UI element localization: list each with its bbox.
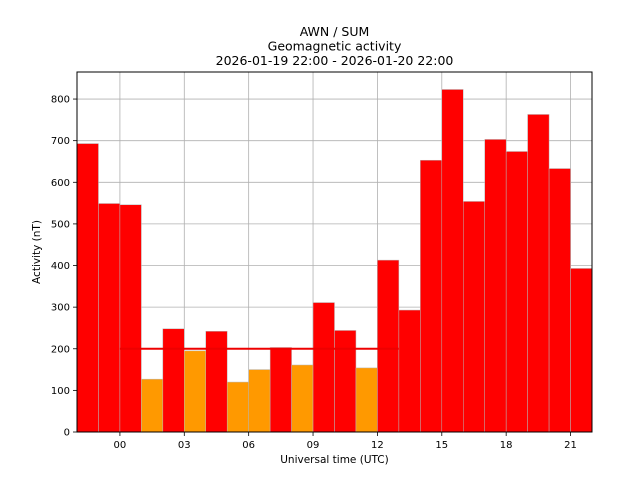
x-tick-label-1: 03 <box>178 440 191 451</box>
x-tick-label-3: 09 <box>307 440 320 451</box>
x-tick-label-6: 18 <box>500 440 513 451</box>
y-tick-label-3: 300 <box>51 303 70 314</box>
bar-17 <box>441 89 464 433</box>
bar-3 <box>141 378 164 433</box>
bar-7 <box>226 381 249 433</box>
x-axis-ticks: 00 03 06 09 12 15 18 21 <box>114 432 577 451</box>
title-line-2: Geomagnetic activity <box>268 39 402 54</box>
y-tick-label-1: 100 <box>51 386 70 397</box>
y-tick-label-2: 200 <box>51 344 70 355</box>
x-tick-label-5: 15 <box>435 440 448 451</box>
bar-13 <box>355 367 378 433</box>
plot-frame <box>76 71 593 433</box>
bar-6 <box>205 331 228 433</box>
bar-21 <box>527 114 550 433</box>
bar-10 <box>291 364 314 433</box>
x-tick-label-2: 06 <box>242 440 255 451</box>
title-line-3: 2026-01-19 22:00 - 2026-01-20 22:00 <box>216 53 454 68</box>
y-tick-label-6: 600 <box>51 178 70 189</box>
bar-0 <box>76 143 99 433</box>
bar-11 <box>312 302 335 433</box>
y-tick-label-7: 700 <box>51 136 70 147</box>
y-axis-ticks: 0 100 200 300 400 500 600 700 800 <box>51 95 77 439</box>
y-tick-label-0: 0 <box>64 428 70 439</box>
x-axis-label: Universal time (UTC) <box>280 454 388 466</box>
bar-22 <box>548 168 571 433</box>
bar-12 <box>334 330 357 433</box>
bar-8 <box>248 369 271 433</box>
bar-14 <box>377 259 400 433</box>
bar-23 <box>570 268 593 433</box>
bar-9 <box>269 347 292 433</box>
bar-16 <box>420 159 443 433</box>
bar-19 <box>484 139 507 433</box>
bar-5 <box>184 350 207 433</box>
x-tick-label-0: 00 <box>114 440 127 451</box>
y-tick-label-5: 500 <box>51 219 70 230</box>
y-axis-label: Activity (nT) <box>31 220 43 284</box>
bar-18 <box>463 201 485 433</box>
bar-15 <box>398 309 421 433</box>
y-tick-label-4: 400 <box>51 261 70 272</box>
y-tick-label-8: 800 <box>51 95 70 106</box>
bar-20 <box>505 151 528 433</box>
bar-4 <box>162 328 185 433</box>
bar-2 <box>119 204 142 433</box>
bar-1 <box>98 203 121 433</box>
x-tick-label-4: 12 <box>371 440 384 451</box>
x-tick-label-7: 21 <box>564 440 577 451</box>
title-line-1: AWN / SUM <box>300 24 370 39</box>
